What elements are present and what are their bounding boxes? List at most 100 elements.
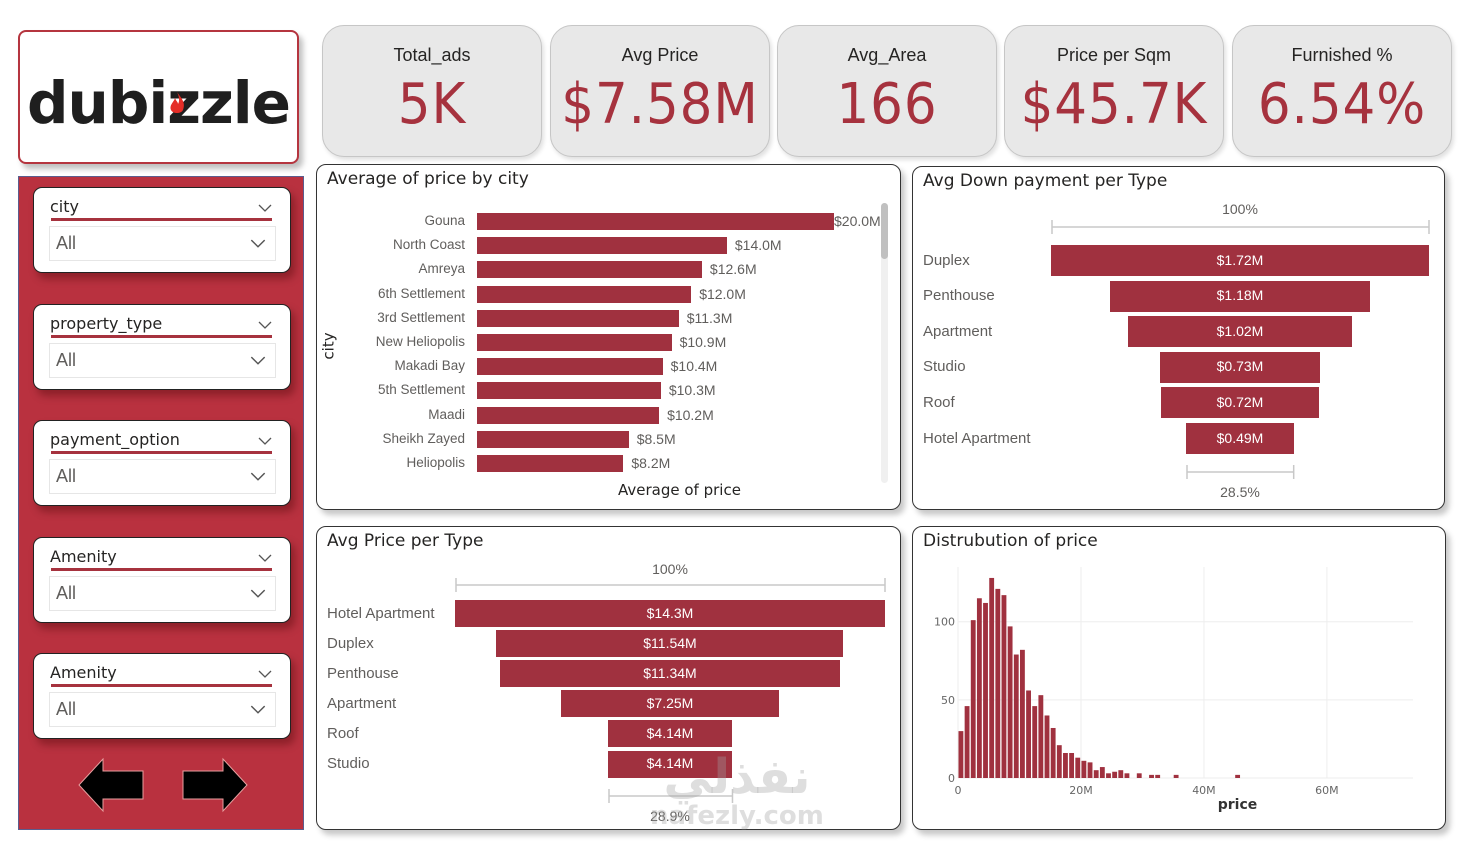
funnel-bar[interactable]: [560, 690, 779, 718]
histogram-bar[interactable]: [1106, 773, 1111, 778]
city-bar[interactable]: [477, 261, 702, 279]
histogram-bar[interactable]: [1050, 727, 1056, 778]
slicer-value: All: [56, 583, 77, 603]
price-by-city-card: Average of price by city city Gouna $20.0…: [316, 164, 901, 510]
funnel-bar[interactable]: [607, 720, 733, 748]
dubizzle-logo: dubizzle: [18, 30, 299, 164]
histogram-bar[interactable]: [970, 620, 976, 778]
city-bar[interactable]: [477, 285, 692, 303]
forward-arrow-icon[interactable]: [181, 757, 249, 813]
scrollbar[interactable]: [881, 203, 888, 483]
histogram-bar[interactable]: [983, 602, 988, 778]
funnel-bar[interactable]: [607, 750, 733, 778]
histogram-bar[interactable]: [1019, 649, 1025, 778]
histogram-bar[interactable]: [964, 706, 970, 778]
funnel-bar[interactable]: [455, 600, 885, 627]
histogram-bar[interactable]: [1063, 752, 1068, 778]
chevron-down-icon[interactable]: [258, 548, 272, 562]
funnel-bar[interactable]: [499, 660, 841, 688]
histogram-bar[interactable]: [995, 588, 1001, 778]
slicer-value: All: [56, 699, 77, 719]
funnel-bar[interactable]: [1186, 423, 1294, 454]
category-label: Hotel Apartment: [923, 429, 1031, 447]
city-bar[interactable]: [477, 237, 727, 255]
funnel-bar[interactable]: [1127, 316, 1353, 348]
x-tick-label: 40M: [1192, 784, 1216, 797]
city-label: Maadi: [428, 406, 465, 422]
histogram-bar[interactable]: [1013, 654, 1019, 778]
kpi-value: 6.54%: [1257, 72, 1427, 137]
slicer-dropdown[interactable]: All: [49, 343, 276, 378]
slicer-dropdown[interactable]: All: [49, 576, 276, 611]
histogram-bar[interactable]: [1155, 774, 1161, 778]
city-bar[interactable]: [477, 406, 660, 424]
funnel-value-label: $1.72M: [1216, 251, 1264, 268]
histogram-bar[interactable]: [1149, 774, 1154, 778]
city-label: Sheikh Zayed: [382, 430, 465, 446]
city-bar[interactable]: [477, 334, 672, 351]
city-bar[interactable]: [477, 382, 661, 400]
city-bar[interactable]: [477, 213, 834, 230]
histogram-bar[interactable]: [1093, 770, 1099, 778]
kpi-card: Furnished % 6.54%: [1232, 25, 1452, 157]
histogram-bar[interactable]: [1235, 774, 1241, 778]
histogram-bar[interactable]: [1044, 715, 1050, 778]
histogram-bar[interactable]: [1038, 695, 1044, 778]
histogram-bar[interactable]: [1081, 760, 1087, 778]
funnel-bar[interactable]: [1160, 387, 1320, 419]
slicer-underline: [51, 684, 272, 687]
slicer-title: Amenity: [50, 547, 117, 566]
x-axis-title: price: [1218, 797, 1258, 813]
histogram-bar[interactable]: [1112, 771, 1118, 778]
histogram-bar[interactable]: [1173, 774, 1179, 778]
kpi-label: Total_ads: [393, 45, 471, 65]
chevron-down-icon[interactable]: [258, 315, 272, 329]
chevron-down-icon[interactable]: [258, 664, 272, 678]
histogram-bar[interactable]: [1118, 770, 1124, 778]
funnel-bar[interactable]: [496, 630, 844, 658]
city-bar[interactable]: [477, 430, 629, 448]
category-label: Penthouse: [923, 287, 995, 305]
funnel-value-label: $0.73M: [1216, 358, 1264, 375]
category-label: Hotel Apartment: [327, 604, 435, 622]
slicer-dropdown[interactable]: All: [49, 226, 276, 261]
histogram-bar[interactable]: [976, 598, 982, 778]
slicer-underline: [51, 451, 272, 454]
histogram-bar[interactable]: [1075, 757, 1081, 778]
histogram-bar[interactable]: [1099, 767, 1105, 778]
histogram-bar[interactable]: [1001, 595, 1007, 778]
chevron-down-icon[interactable]: [258, 431, 272, 445]
funnel-bar[interactable]: [1051, 245, 1429, 276]
city-label: 6th Settlement: [377, 285, 465, 301]
histogram-bar[interactable]: [1056, 745, 1062, 778]
city-bar[interactable]: [477, 358, 663, 376]
histogram-bar[interactable]: [1124, 773, 1130, 778]
price-per-type-card: Avg Price per Type 100% Hotel Apartment $1…: [316, 526, 901, 830]
value-label: $8.2M: [631, 455, 671, 471]
funnel-bar[interactable]: [1159, 351, 1321, 383]
chart-title: Average of price by city: [327, 169, 529, 189]
back-arrow-icon[interactable]: [77, 757, 145, 813]
slicer-dropdown[interactable]: All: [49, 692, 276, 727]
slicer-dropdown[interactable]: All: [49, 459, 276, 494]
histogram-bar[interactable]: [1032, 706, 1038, 778]
histogram-bar[interactable]: [1069, 752, 1075, 778]
scrollbar-thumb[interactable]: [881, 203, 888, 259]
histogram-bar[interactable]: [1007, 626, 1013, 778]
filter-panel: city All property_type All payment_option All…: [18, 176, 304, 830]
kpi-label: Price per Sqm: [1056, 45, 1172, 65]
city-label: Makadi Bay: [394, 358, 465, 374]
city-bar[interactable]: [477, 455, 624, 472]
funnel-bar[interactable]: [1110, 280, 1370, 312]
histogram-bar[interactable]: [989, 577, 995, 778]
city-bar[interactable]: [477, 309, 679, 327]
flame-icon: [170, 92, 184, 122]
histogram-bar[interactable]: [1026, 690, 1031, 778]
histogram-bar[interactable]: [1136, 773, 1142, 778]
value-label: $14.0M: [734, 237, 782, 254]
chevron-down-icon[interactable]: [258, 198, 272, 212]
histogram-bar[interactable]: [958, 731, 964, 778]
funnel-value-label: $0.49M: [1216, 429, 1264, 446]
logo-text: dubizzle: [27, 69, 291, 137]
histogram-bar[interactable]: [1087, 762, 1093, 778]
